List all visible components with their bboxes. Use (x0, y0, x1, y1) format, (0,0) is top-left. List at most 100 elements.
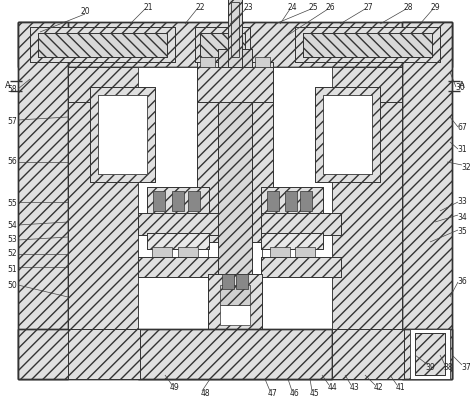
Bar (197, 62, 218, 242)
Text: 24: 24 (287, 2, 297, 12)
Bar (200, 33, 245, 57)
Bar (208, 274, 262, 329)
Bar (98, 95, 147, 174)
Text: 35: 35 (457, 227, 467, 237)
Bar (261, 257, 341, 277)
Bar (295, 27, 440, 62)
Bar (197, 67, 273, 102)
Text: 53: 53 (7, 235, 17, 245)
Bar (18, 22, 452, 67)
Bar (147, 187, 209, 215)
Text: 50: 50 (7, 281, 17, 289)
Bar (68, 329, 140, 379)
Bar (220, 305, 250, 325)
Text: 46: 46 (290, 389, 300, 397)
Bar (252, 62, 273, 242)
Bar (231, 2, 239, 57)
Bar (300, 191, 312, 211)
Bar (270, 247, 290, 259)
Bar (262, 67, 332, 329)
Text: 51: 51 (7, 264, 17, 274)
Bar (195, 27, 250, 62)
Bar (303, 33, 432, 57)
Bar (200, 33, 245, 57)
Bar (147, 233, 209, 249)
Bar (178, 247, 198, 259)
Bar (220, 285, 250, 305)
Bar (138, 329, 332, 379)
Bar (332, 329, 404, 379)
Bar (228, 0, 242, 67)
Text: 45: 45 (310, 389, 320, 397)
Bar (332, 67, 402, 329)
Bar (410, 329, 450, 379)
Bar (252, 62, 273, 242)
Bar (197, 67, 273, 102)
Bar (38, 33, 167, 57)
Bar (138, 213, 218, 235)
Bar (228, 0, 242, 67)
Bar (261, 187, 323, 215)
Bar (200, 57, 215, 67)
Bar (30, 27, 175, 62)
Bar (303, 33, 432, 57)
Text: 23: 23 (243, 2, 253, 12)
Bar (415, 333, 445, 375)
Bar (261, 257, 341, 277)
Text: 38: 38 (443, 362, 453, 372)
Text: 25: 25 (308, 2, 318, 12)
Bar (267, 191, 279, 211)
Text: 44: 44 (327, 382, 337, 391)
Text: 30: 30 (455, 83, 465, 91)
Bar (30, 27, 175, 62)
Text: 54: 54 (7, 220, 17, 229)
Text: 48: 48 (200, 389, 210, 397)
Bar (68, 329, 140, 379)
Text: 32: 32 (461, 162, 470, 172)
Bar (18, 329, 452, 379)
Bar (68, 67, 138, 329)
Bar (315, 87, 380, 182)
Bar (152, 247, 172, 259)
Bar (172, 191, 184, 211)
Bar (98, 95, 147, 174)
Bar (315, 87, 380, 182)
Text: 27: 27 (363, 2, 373, 12)
Bar (297, 67, 402, 102)
Bar (197, 62, 218, 242)
Bar (332, 67, 402, 329)
Bar (147, 233, 209, 249)
Bar (68, 67, 173, 102)
Bar (18, 22, 68, 379)
Bar (415, 333, 445, 375)
Bar (138, 213, 218, 235)
Bar (218, 49, 252, 329)
Text: 67: 67 (457, 123, 467, 131)
Bar (90, 87, 155, 182)
Text: 21: 21 (143, 2, 153, 12)
Bar (222, 274, 234, 289)
Text: 41: 41 (395, 382, 405, 391)
Text: 56: 56 (7, 158, 17, 166)
Text: 29: 29 (430, 2, 440, 12)
Bar (261, 213, 341, 235)
Bar (323, 95, 372, 174)
Text: 22: 22 (195, 2, 205, 12)
Text: 37: 37 (461, 362, 470, 372)
Text: 36: 36 (457, 278, 467, 287)
Bar (295, 247, 315, 259)
Bar (402, 22, 452, 379)
Bar (402, 22, 452, 379)
Text: 26: 26 (325, 2, 335, 12)
Bar (68, 67, 173, 102)
Bar (138, 67, 208, 329)
Bar (18, 329, 452, 379)
Bar (261, 187, 323, 215)
Text: 34: 34 (457, 212, 467, 222)
Bar (261, 233, 323, 249)
Bar (18, 22, 68, 379)
Text: 47: 47 (268, 389, 278, 397)
Bar (261, 233, 323, 249)
Text: 31: 31 (457, 145, 467, 154)
Text: 58: 58 (7, 85, 17, 94)
